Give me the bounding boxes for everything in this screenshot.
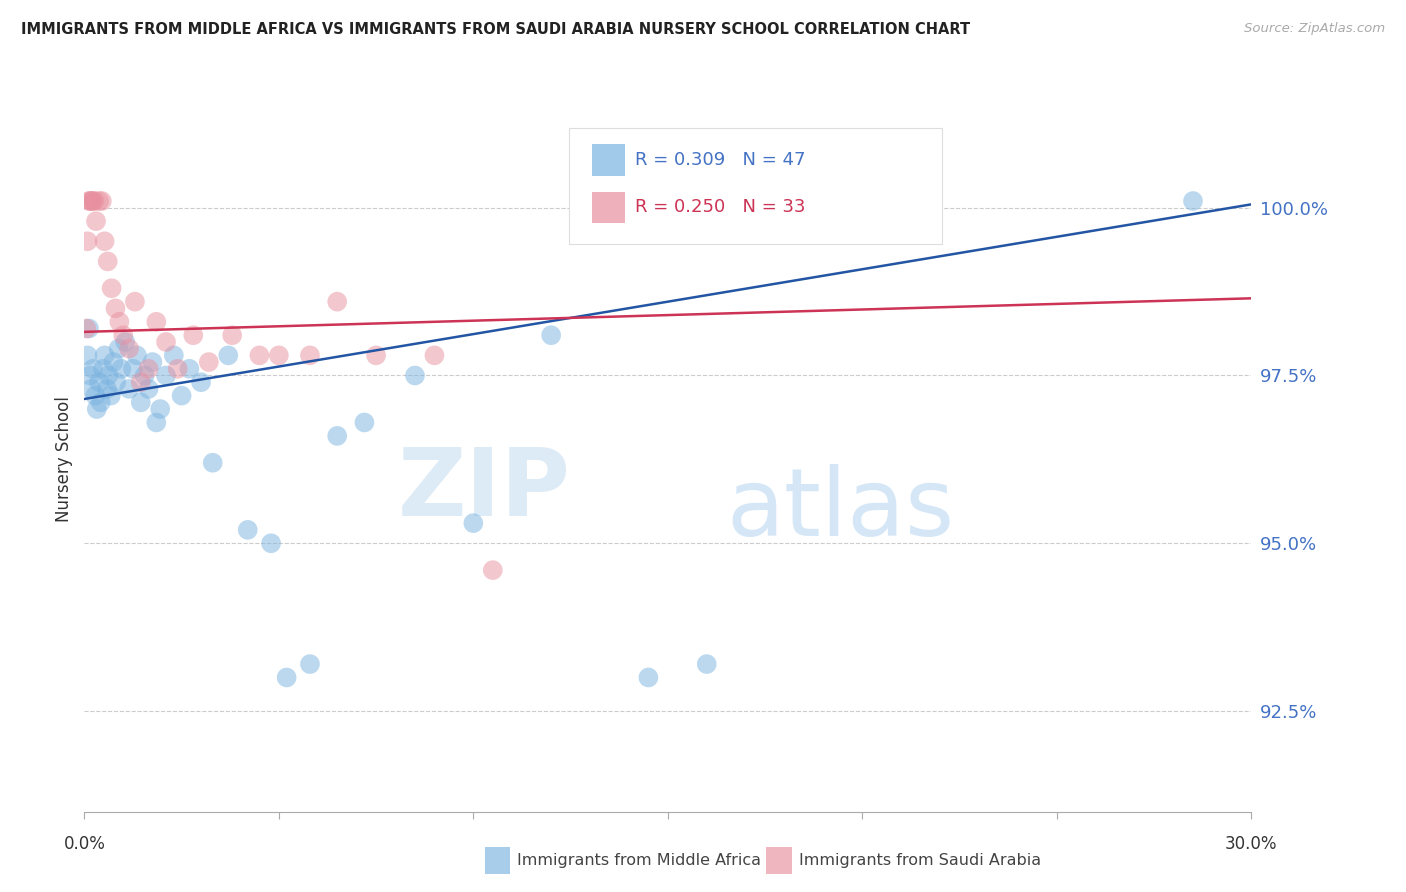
- Point: [91, 361, 114, 376]
- Point: [89, 375, 111, 389]
- Point: [141, 355, 163, 369]
- Point: [84, 389, 107, 403]
- Text: Immigrants from Middle Africa: Immigrants from Middle Africa: [517, 854, 762, 868]
- Text: R = 0.309   N = 47: R = 0.309 N = 47: [636, 151, 806, 169]
- Point: [217, 348, 239, 362]
- Point: [163, 348, 186, 362]
- Text: 30.0%: 30.0%: [1225, 835, 1278, 854]
- Point: [260, 536, 283, 550]
- Point: [77, 321, 100, 335]
- Point: [83, 194, 105, 208]
- Point: [118, 342, 141, 356]
- Point: [110, 361, 132, 376]
- Point: [145, 416, 167, 430]
- Point: [96, 382, 118, 396]
- Point: [463, 516, 485, 530]
- Point: [138, 382, 160, 396]
- Point: [108, 315, 131, 329]
- Point: [118, 382, 141, 396]
- Point: [80, 382, 103, 396]
- Point: [423, 348, 446, 362]
- Point: [112, 328, 135, 343]
- Point: [145, 315, 167, 329]
- Point: [696, 657, 718, 671]
- Point: [134, 368, 156, 383]
- Point: [100, 389, 122, 403]
- Point: [100, 281, 122, 295]
- Text: R = 0.250   N = 33: R = 0.250 N = 33: [636, 198, 806, 216]
- Point: [1181, 194, 1204, 208]
- Point: [198, 355, 221, 369]
- Point: [190, 375, 212, 389]
- Point: [155, 334, 177, 349]
- Point: [249, 348, 271, 362]
- Point: [97, 254, 120, 268]
- Point: [637, 671, 659, 685]
- Point: [481, 563, 505, 577]
- Point: [93, 234, 115, 248]
- Point: [76, 348, 98, 362]
- Point: [166, 361, 188, 376]
- Point: [90, 194, 112, 208]
- Point: [404, 368, 426, 383]
- Point: [89, 194, 111, 208]
- Point: [276, 671, 298, 685]
- Point: [138, 361, 160, 376]
- Point: [179, 361, 201, 376]
- Point: [181, 328, 204, 343]
- Point: [124, 294, 146, 309]
- Point: [82, 361, 104, 376]
- FancyBboxPatch shape: [568, 128, 942, 244]
- Point: [298, 348, 321, 362]
- Point: [326, 294, 349, 309]
- Point: [93, 348, 115, 362]
- Point: [326, 429, 349, 443]
- Point: [105, 375, 128, 389]
- Point: [75, 321, 97, 335]
- Point: [114, 334, 136, 349]
- Text: Source: ZipAtlas.com: Source: ZipAtlas.com: [1244, 22, 1385, 36]
- Point: [90, 395, 112, 409]
- Point: [201, 456, 224, 470]
- Point: [80, 194, 103, 208]
- Point: [221, 328, 243, 343]
- Point: [97, 368, 120, 383]
- Point: [103, 355, 125, 369]
- Text: 0.0%: 0.0%: [63, 835, 105, 854]
- Point: [79, 194, 101, 208]
- Point: [82, 194, 104, 208]
- Point: [76, 234, 98, 248]
- Text: Immigrants from Saudi Arabia: Immigrants from Saudi Arabia: [799, 854, 1040, 868]
- Point: [104, 301, 127, 316]
- FancyBboxPatch shape: [592, 192, 624, 223]
- Point: [267, 348, 290, 362]
- Point: [149, 402, 172, 417]
- Y-axis label: Nursery School: Nursery School: [55, 396, 73, 523]
- Point: [353, 416, 375, 430]
- Point: [79, 368, 101, 383]
- Point: [86, 402, 108, 417]
- Point: [122, 361, 145, 376]
- Point: [77, 194, 100, 208]
- Point: [298, 657, 321, 671]
- Point: [129, 375, 152, 389]
- Point: [155, 368, 177, 383]
- Point: [236, 523, 259, 537]
- Point: [540, 328, 562, 343]
- Point: [366, 348, 388, 362]
- Point: [84, 214, 107, 228]
- Text: ZIP: ZIP: [398, 443, 571, 535]
- FancyBboxPatch shape: [592, 145, 624, 176]
- Text: atlas: atlas: [727, 464, 955, 556]
- Text: IMMIGRANTS FROM MIDDLE AFRICA VS IMMIGRANTS FROM SAUDI ARABIA NURSERY SCHOOL COR: IMMIGRANTS FROM MIDDLE AFRICA VS IMMIGRA…: [21, 22, 970, 37]
- Point: [125, 348, 148, 362]
- Point: [107, 342, 129, 356]
- Point: [129, 395, 152, 409]
- Point: [170, 389, 193, 403]
